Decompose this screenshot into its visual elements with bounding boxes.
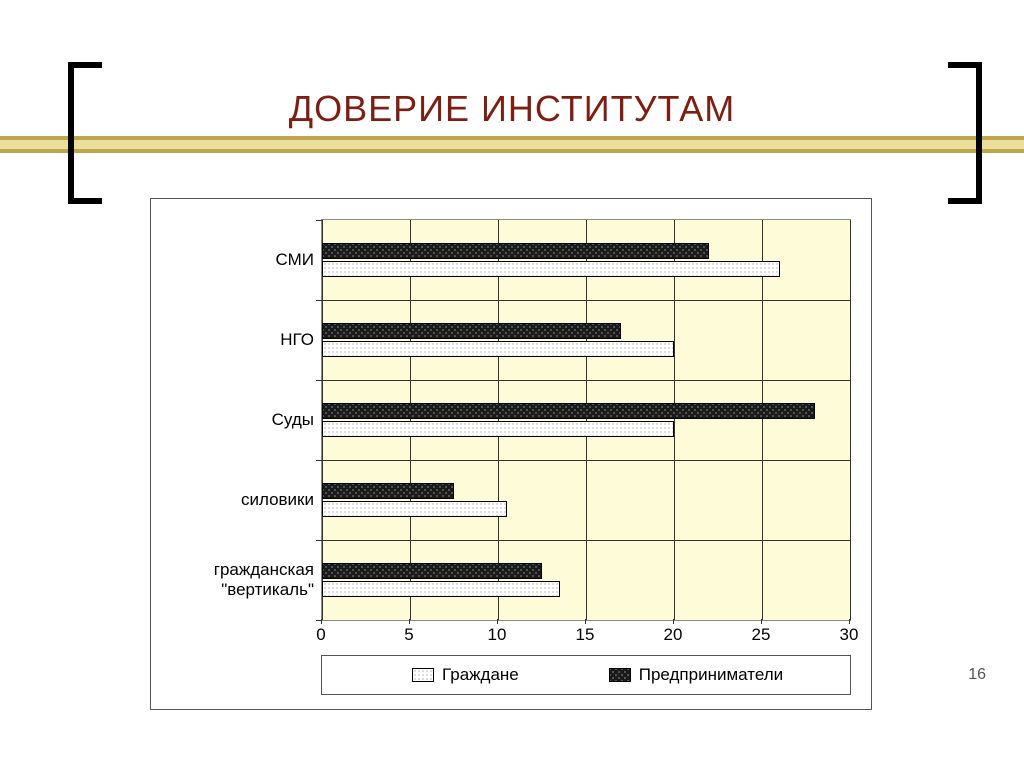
category-label: силовики	[154, 490, 314, 510]
slide-title: ДОВЕРИЕ ИНСТИТУТАМ	[0, 88, 1024, 130]
x-tick-label: 30	[840, 625, 859, 645]
bracket-right-icon	[948, 62, 982, 204]
x-tick-label: 10	[488, 625, 507, 645]
legend-label: Граждане	[442, 665, 519, 685]
gridline	[498, 220, 499, 620]
bar	[322, 581, 560, 597]
x-tick-label: 20	[664, 625, 683, 645]
bar	[322, 323, 621, 339]
gridline	[762, 220, 763, 620]
category-label: гражданская"вертикаль"	[154, 560, 314, 600]
category-label: Суды	[154, 410, 314, 430]
gridline	[322, 220, 323, 620]
gridline	[586, 220, 587, 620]
page-number: 16	[968, 666, 986, 684]
bar	[322, 483, 454, 499]
bracket-left-icon	[68, 62, 102, 204]
x-tick-label: 25	[752, 625, 771, 645]
category-label: НГО	[154, 330, 314, 350]
legend-swatch-icon	[609, 668, 631, 682]
title-rule-inner	[0, 140, 1024, 149]
gridline	[674, 220, 675, 620]
legend: Граждане Предприниматели	[321, 655, 851, 695]
bar	[322, 341, 674, 357]
x-axis: 051015202530	[321, 619, 851, 649]
category-label: СМИ	[154, 250, 314, 270]
x-tick-label: 0	[316, 625, 325, 645]
bar	[322, 563, 542, 579]
bar	[322, 501, 507, 517]
legend-swatch-icon	[412, 668, 434, 682]
gridline	[850, 220, 851, 620]
bar	[322, 261, 780, 277]
legend-item: Граждане	[412, 665, 519, 685]
bar	[322, 403, 815, 419]
bar	[322, 421, 674, 437]
x-tick-label: 15	[576, 625, 595, 645]
gridline	[410, 220, 411, 620]
chart-container: СМИНГОСудысиловикигражданская"вертикаль"…	[150, 198, 872, 710]
bar	[322, 243, 709, 259]
legend-label: Предприниматели	[639, 665, 783, 685]
x-tick-label: 5	[404, 625, 413, 645]
plot-area: СМИНГОСудысиловикигражданская"вертикаль"	[321, 219, 851, 621]
legend-item: Предприниматели	[609, 665, 783, 685]
